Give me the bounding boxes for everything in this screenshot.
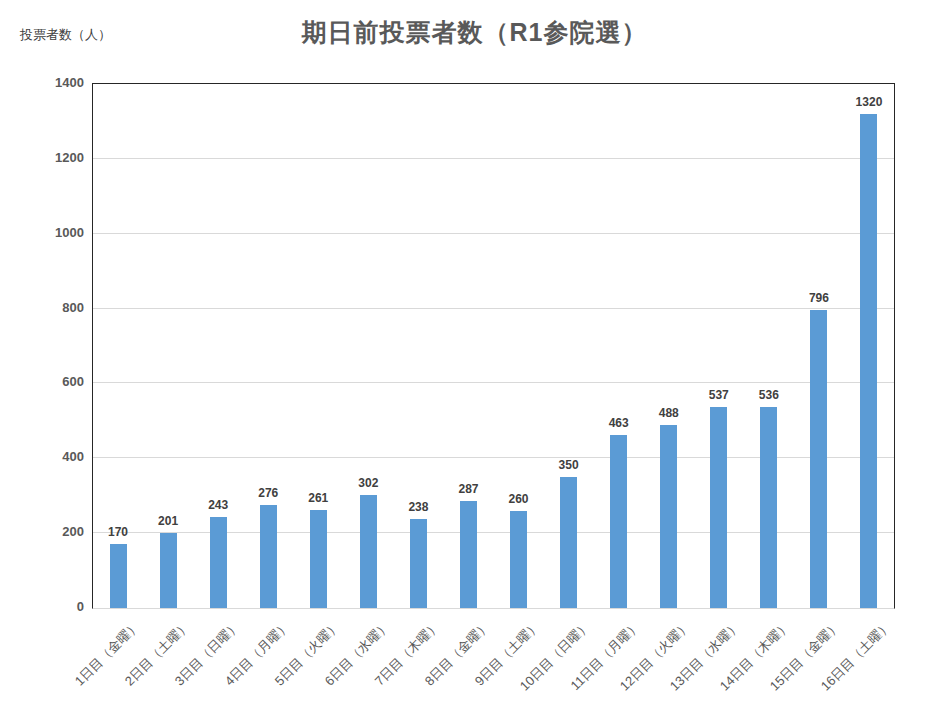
bar [560, 477, 577, 608]
bar [260, 505, 277, 608]
gridline [93, 382, 894, 383]
y-tick-label: 1000 [0, 224, 84, 242]
bar [410, 519, 427, 608]
bar [460, 501, 477, 608]
y-tick-label: 800 [0, 299, 84, 317]
bar [360, 495, 377, 608]
bar-value-label: 276 [258, 486, 278, 500]
bar-value-label: 261 [308, 491, 328, 505]
bar-value-label: 170 [108, 525, 128, 539]
bar-value-label: 488 [659, 406, 679, 420]
y-tick-label: 1200 [0, 149, 84, 167]
bar-value-label: 1320 [856, 95, 883, 109]
bar [860, 114, 877, 608]
bar [160, 533, 177, 608]
bar-value-label: 463 [609, 416, 629, 430]
bar-chart: 投票者数（人） 期日前投票者数（R1参院選） 17020124327626130… [0, 0, 949, 728]
bar [810, 310, 827, 608]
plot-area: 170 201 243 276 261 302 238 287 260 350 463 488 537 5… [92, 83, 895, 609]
bar [760, 407, 777, 608]
bar-value-label: 201 [158, 514, 178, 528]
y-tick-label: 400 [0, 448, 84, 466]
bar [710, 407, 727, 608]
bar-value-label: 796 [809, 291, 829, 305]
bar-value-label: 536 [759, 388, 779, 402]
bar-value-label: 238 [408, 500, 428, 514]
x-axis: 1日目（金曜）2日目（土曜）3日目（日曜）4日目（月曜）5日目（火曜）6日目（水… [92, 607, 893, 728]
bar-value-label: 350 [559, 458, 579, 472]
chart-title: 期日前投票者数（R1参院選） [0, 16, 949, 49]
bar [210, 517, 227, 608]
bar [610, 435, 627, 608]
bar-value-label: 287 [458, 482, 478, 496]
gridline [93, 308, 894, 309]
bar [110, 544, 127, 608]
gridline [93, 158, 894, 159]
gridline [93, 233, 894, 234]
y-tick-label: 1400 [0, 74, 84, 92]
bar-value-label: 260 [509, 492, 529, 506]
bar-value-label: 302 [358, 476, 378, 490]
bar [310, 510, 327, 608]
y-tick-label: 200 [0, 523, 84, 541]
y-tick-label: 600 [0, 373, 84, 391]
bar [660, 425, 677, 608]
bar [510, 511, 527, 608]
y-tick-label: 0 [0, 598, 84, 616]
bar-value-label: 243 [208, 498, 228, 512]
bar-value-label: 537 [709, 388, 729, 402]
